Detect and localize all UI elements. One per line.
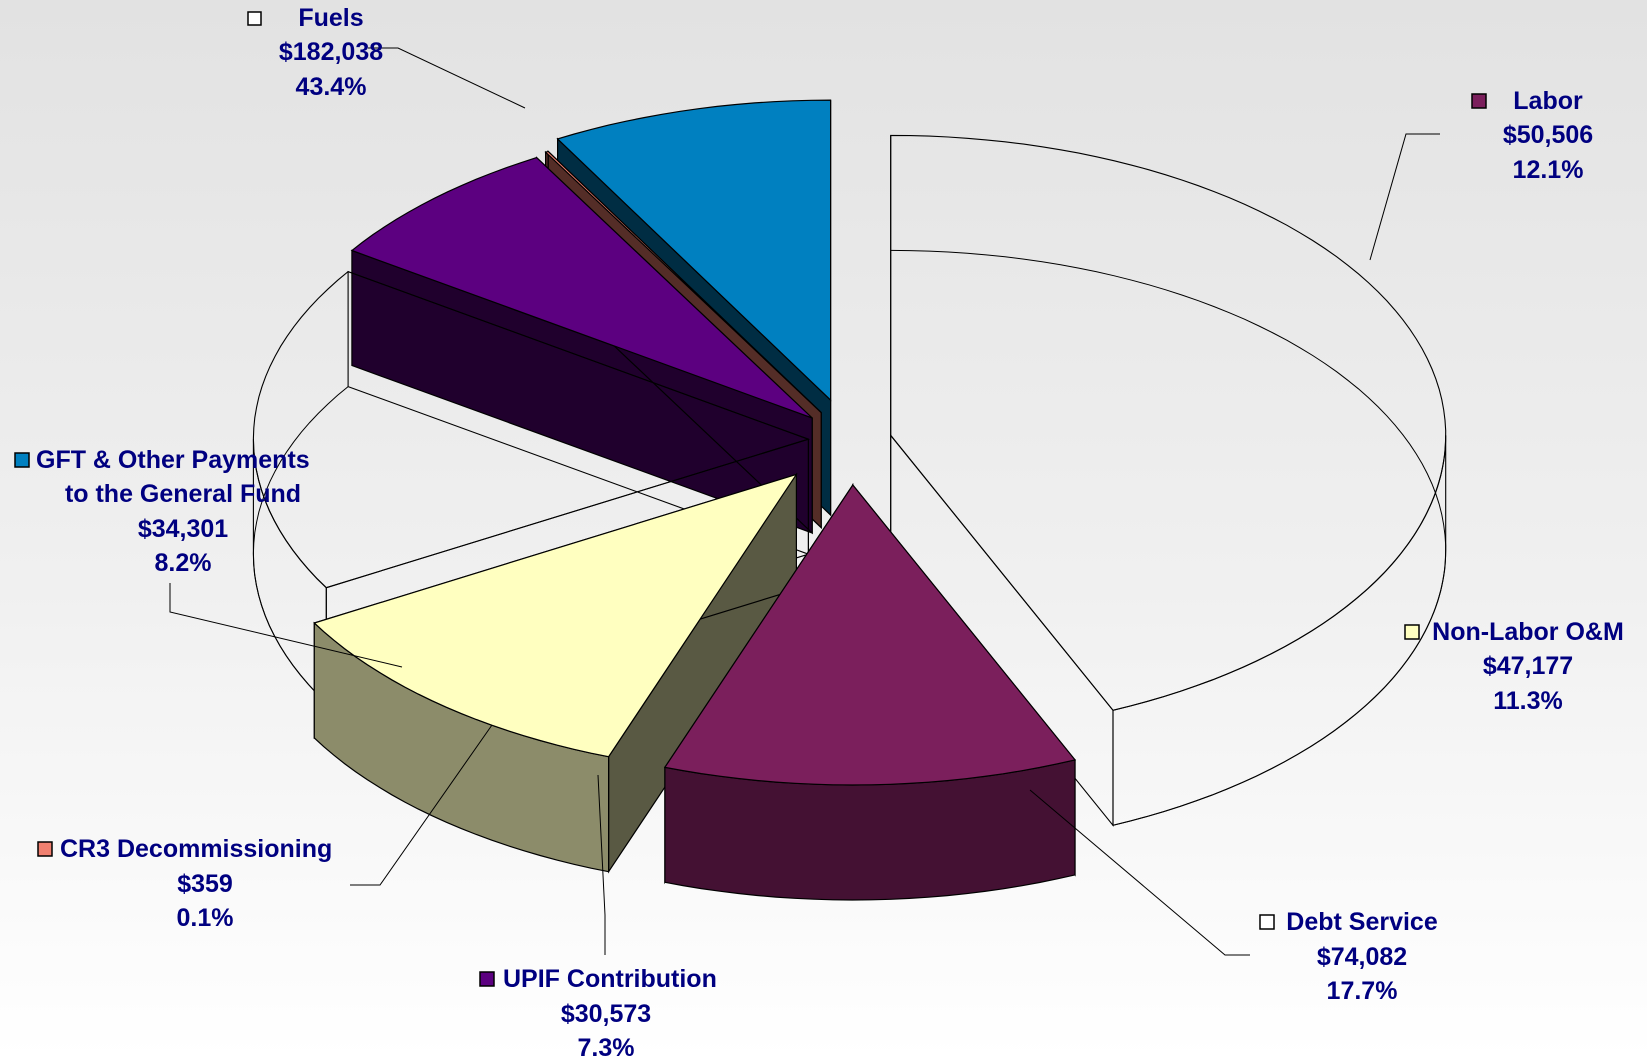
- label-fuels-value: $182,038: [279, 38, 383, 66]
- legend-swatch-gft-other-payments: [14, 452, 30, 468]
- legend-swatch-debt-service: [1259, 914, 1275, 930]
- legend-swatch-labor: [1471, 93, 1487, 109]
- label-fuels: Fuels $182,038 43.4%: [247, 4, 383, 101]
- legend-swatch-non-labor-om: [1404, 624, 1420, 640]
- label-gft-other-payments-value: $34,301: [138, 515, 228, 543]
- label-cr3-decommissioning-percent: 0.1%: [177, 904, 234, 932]
- leader-line-debt-service: [1029, 789, 1250, 956]
- label-gft-other-payments-name-line1: GFT & Other Payments: [36, 446, 310, 474]
- label-fuels-name: Fuels: [298, 4, 363, 32]
- label-gft-other-payments: GFT & Other Payments to the General Fund…: [14, 446, 310, 577]
- label-labor: Labor $50,506 12.1%: [1471, 87, 1593, 184]
- label-upif-contribution-value: $30,573: [561, 1000, 651, 1028]
- label-labor-percent: 12.1%: [1513, 156, 1584, 184]
- label-cr3-decommissioning-name: CR3 Decommissioning: [60, 835, 332, 863]
- label-debt-service: Debt Service $74,082 17.7%: [1259, 908, 1438, 1005]
- pie-slice-non-labor-om: [313, 472, 798, 874]
- pie-slice-fuels: [890, 134, 1447, 827]
- label-non-labor-om-percent: 11.3%: [1493, 687, 1563, 715]
- label-labor-value: $50,506: [1503, 121, 1593, 149]
- label-fuels-percent: 43.4%: [296, 73, 367, 101]
- leader-line-cr3-decommissioning: [350, 724, 493, 886]
- label-labor-name: Labor: [1513, 87, 1583, 115]
- label-upif-contribution: UPIF Contribution $30,573 7.3%: [479, 965, 717, 1059]
- label-non-labor-om: Non-Labor O&M $47,177 11.3%: [1404, 618, 1624, 715]
- label-upif-contribution-name: UPIF Contribution: [503, 965, 717, 993]
- leader-line-upif-contribution: [597, 774, 606, 955]
- legend-swatch-upif-contribution: [479, 971, 495, 987]
- leader-line-labor: [1369, 133, 1440, 261]
- label-cr3-decommissioning-value: $359: [177, 870, 233, 898]
- label-gft-other-payments-percent: 8.2%: [155, 549, 212, 577]
- label-upif-contribution-percent: 7.3%: [578, 1034, 635, 1059]
- label-debt-service-percent: 17.7%: [1327, 977, 1398, 1005]
- label-debt-service-value: $74,082: [1317, 943, 1407, 971]
- label-non-labor-om-value: $47,177: [1483, 652, 1573, 680]
- label-gft-other-payments-name-line2: to the General Fund: [65, 480, 301, 508]
- legend-swatch-cr3-decommissioning: [37, 841, 53, 857]
- label-cr3-decommissioning: CR3 Decommissioning $359 0.1%: [37, 835, 332, 932]
- leader-line-fuels: [368, 47, 526, 109]
- pie-slice-labor: [663, 483, 1077, 901]
- label-debt-service-name: Debt Service: [1286, 908, 1438, 936]
- leader-lines: [169, 47, 1440, 956]
- pie-slices: [252, 99, 1447, 901]
- label-non-labor-om-name: Non-Labor O&M: [1432, 618, 1624, 646]
- pie-slice-upif-contribution: [350, 156, 813, 535]
- legend-swatch-fuels: [247, 11, 262, 26]
- leader-line-gft-other-payments: [169, 583, 403, 668]
